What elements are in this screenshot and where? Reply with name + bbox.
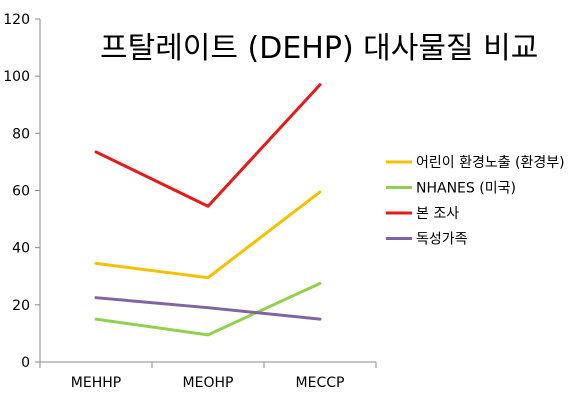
y-tick-label: 100 [3, 69, 30, 85]
x-category-label: MEOHP [183, 375, 234, 391]
x-category-label: MECCP [296, 375, 345, 391]
series-line-3 [94, 296, 322, 321]
y-tick-label: 40 [12, 241, 30, 257]
y-tick-label: 120 [3, 12, 30, 28]
chart-title: 프탈레이트 (DEHP) 대사물질 비교 [100, 31, 538, 66]
series-line-0 [94, 190, 322, 280]
legend-label: NHANES (미국) [416, 181, 516, 197]
legend-label: 본 조사 [416, 206, 459, 222]
chart-axes: 0 20 40 60 80 100 120 MEHHP MEOHP MECCP [3, 12, 377, 391]
y-tick-label: 80 [12, 126, 30, 142]
series-line-2 [94, 83, 322, 208]
y-tick-label: 20 [12, 298, 30, 314]
legend-label: 어린이 환경노출 (환경부) [416, 155, 565, 171]
x-category-label: MEHHP [71, 375, 121, 391]
series-line-1 [94, 281, 322, 337]
series-layer [94, 83, 322, 337]
legend-label: 독성가족 [416, 232, 468, 248]
y-tick-label: 60 [12, 184, 30, 200]
y-tick-label: 0 [21, 355, 30, 371]
